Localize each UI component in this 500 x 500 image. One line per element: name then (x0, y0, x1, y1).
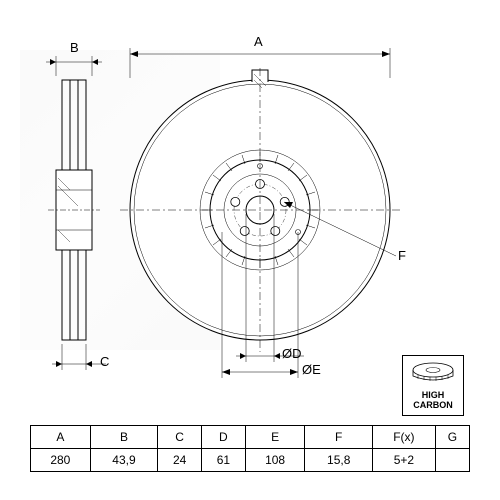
badge-line2: CARBON (405, 401, 461, 411)
front-view (120, 68, 400, 352)
label-c: C (100, 354, 109, 369)
table-cell: 24 (158, 449, 202, 472)
table-cell: 5+2 (373, 449, 436, 472)
col-header: D (202, 426, 246, 449)
col-header: F(x) (373, 426, 436, 449)
label-b: B (70, 40, 79, 55)
label-f: F (398, 248, 406, 263)
table-cell (435, 449, 469, 472)
spec-table: ABCDEFF(x)G 28043,9246110815,85+2 (30, 425, 470, 472)
table-cell: 61 (202, 449, 246, 472)
col-header: B (90, 426, 158, 449)
table-cell: 280 (31, 449, 91, 472)
col-header: F (305, 426, 373, 449)
disc-icon (410, 360, 456, 386)
col-header: C (158, 426, 202, 449)
high-carbon-badge: HIGH CARBON (402, 355, 464, 416)
table-cell: 43,9 (90, 449, 158, 472)
table-cell: 108 (245, 449, 305, 472)
col-header: A (31, 426, 91, 449)
label-a: A (254, 34, 263, 49)
dimension-c (52, 344, 106, 370)
table-cell: 15,8 (305, 449, 373, 472)
table-row: 28043,9246110815,85+2 (31, 449, 470, 472)
label-e: ØE (302, 362, 321, 377)
col-header: E (245, 426, 305, 449)
label-d: ØD (282, 346, 302, 361)
side-view (48, 80, 100, 340)
dimension-b (46, 56, 102, 76)
spec-table-wrap: ABCDEFF(x)G 28043,9246110815,85+2 (30, 425, 470, 472)
col-header: G (435, 426, 469, 449)
